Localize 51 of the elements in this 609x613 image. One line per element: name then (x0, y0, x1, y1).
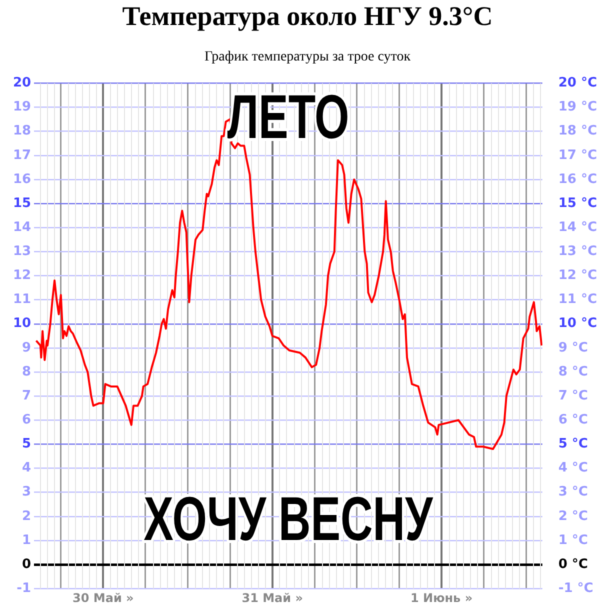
y-tick-label: 14 (12, 220, 32, 235)
y-tick-label: 7 (22, 388, 32, 404)
y-tick-label: 5 (22, 436, 32, 452)
y2-tick-label: 3 °C (558, 484, 588, 500)
y2-tick-label: 12 °C (558, 268, 598, 284)
y-tick-label: 20 (12, 76, 32, 91)
annotation: ЛЕТО (227, 83, 350, 152)
y2-tick-label: 11 °C (558, 292, 598, 308)
chart-title: Температура около НГУ 9.3°C (122, 1, 493, 32)
y-tick-label: 10 (12, 316, 32, 332)
y2-tick-label: 17 °C (558, 148, 598, 163)
chart-subtitle: График температуры за трое суток (204, 49, 411, 64)
y-tick-label: 19 (12, 100, 32, 115)
y-tick-label: 0 (22, 556, 32, 572)
y-tick-label: 17 (12, 148, 32, 163)
y2-tick-label: 14 °C (558, 220, 598, 235)
y2-tick-label: 20 °C (558, 76, 598, 91)
y-tick-label: 18 (12, 124, 32, 139)
y2-tick-label: 1 °C (558, 532, 588, 548)
y-tick-label: 9 (22, 340, 32, 356)
y-tick-label: 3 (22, 484, 32, 500)
y-tick-label: 11 (12, 292, 32, 308)
y2-tick-label: 16 °C (558, 172, 598, 187)
y2-tick-label: -1 °C (558, 580, 594, 596)
y-tick-label: 6 (22, 412, 32, 428)
y2-tick-label: 18 °C (558, 124, 598, 139)
y2-tick-label: 9 °C (558, 340, 588, 356)
y2-tick-label: 6 °C (558, 412, 588, 428)
y-tick-label: 16 (12, 172, 32, 187)
y-tick-label: 15 (12, 196, 32, 211)
y-tick-label: 8 (22, 364, 32, 380)
x-tick-label: 30 Май » (72, 590, 134, 605)
y2-tick-label: 4 °C (558, 460, 588, 476)
y2-tick-label: 2 °C (558, 508, 588, 524)
y2-tick-label: 0 °C (558, 556, 588, 572)
annotation: ХОЧУ ВЕСНУ (144, 484, 434, 554)
y2-tick-label: 13 °C (558, 244, 598, 260)
y-tick-label: 1 (22, 532, 32, 548)
y2-tick-label: 8 °C (558, 364, 588, 380)
y2-tick-label: 15 °C (558, 196, 598, 211)
x-tick-label: 31 Май » (242, 590, 303, 605)
y2-tick-label: 5 °C (558, 436, 588, 452)
x-tick-label: 1 Июнь » (410, 590, 473, 605)
y-tick-label: 13 (12, 244, 32, 260)
y2-tick-label: 10 °C (558, 316, 598, 332)
y2-tick-label: 19 °C (558, 100, 598, 115)
y-tick-label: 12 (12, 268, 32, 284)
y-tick-label: 2 (22, 508, 32, 524)
y-tick-label: 4 (22, 460, 32, 476)
y2-tick-label: 7 °C (558, 388, 588, 404)
y-tick-label: -1 (16, 580, 32, 596)
